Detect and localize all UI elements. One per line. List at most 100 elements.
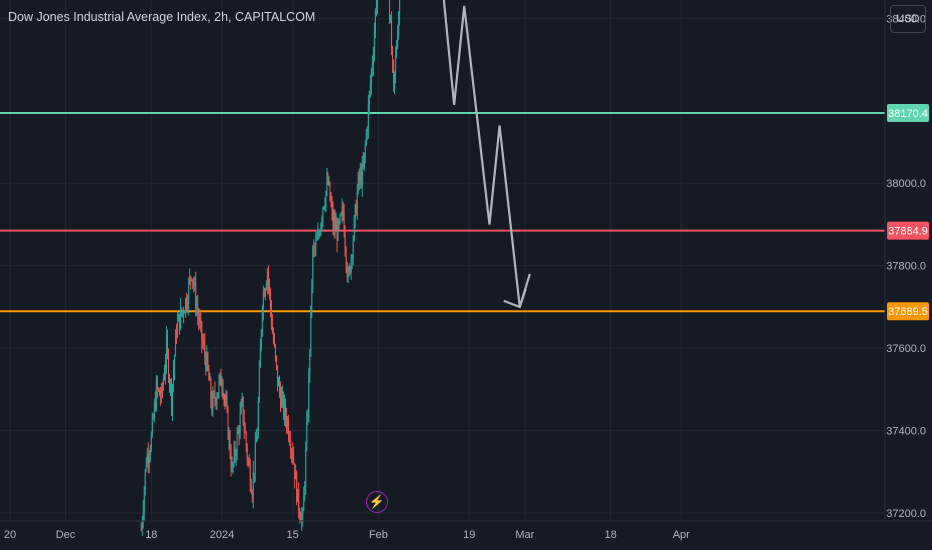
candle-body (272, 332, 274, 342)
y-tick-label: 37800.0 (886, 261, 926, 273)
candle-body (290, 443, 292, 451)
candle-body (188, 281, 190, 305)
candle-body (244, 429, 246, 433)
candle-body (262, 292, 264, 309)
level-tag (887, 221, 929, 240)
level-labels: 39178.039037.038957.038170.437884.937689… (887, 104, 929, 321)
candle-body (255, 440, 257, 443)
candle-body (336, 224, 338, 241)
candle-body (300, 517, 302, 523)
candle-body (307, 417, 309, 422)
x-tick-label: Feb (369, 529, 388, 541)
candle-body (328, 182, 330, 184)
candle-body (172, 384, 174, 409)
candle-body (368, 92, 370, 105)
candle-body (248, 460, 250, 465)
candle-body (238, 429, 240, 434)
candle-body (235, 453, 237, 456)
candle-body (297, 489, 299, 502)
candle-body (242, 397, 244, 422)
x-tick-label: 2024 (210, 529, 234, 541)
candle-body (347, 273, 349, 277)
candle-body (257, 401, 259, 435)
candle-body (342, 208, 344, 213)
candle-body (198, 314, 200, 323)
candle-body (299, 510, 301, 518)
candle-body (367, 104, 369, 130)
candle-body (266, 271, 268, 285)
candle-body (326, 179, 328, 192)
candle-body (157, 388, 159, 390)
candle-body (395, 55, 397, 73)
candle-body (215, 399, 217, 404)
candle-body (301, 515, 303, 523)
candle-body (343, 212, 345, 236)
candle-body (182, 310, 184, 314)
candle-body (270, 307, 272, 325)
candle-body (245, 432, 247, 447)
level-tag-text: 37884.9 (888, 226, 928, 238)
candle-body (192, 279, 194, 282)
candle-body (264, 289, 266, 297)
x-tick-label: 20 (4, 529, 16, 541)
level-tag (887, 104, 929, 123)
candle-body (162, 378, 164, 388)
currency-button[interactable]: USD (890, 5, 926, 33)
candle-body (280, 391, 282, 407)
candle-body (194, 282, 196, 287)
candle-body (287, 420, 289, 427)
candle-body (345, 248, 347, 266)
candle-body (210, 378, 212, 401)
candle-body (331, 204, 333, 210)
candle-body (393, 60, 395, 84)
candle-body (252, 472, 254, 498)
candle-body (261, 308, 263, 331)
candle-body (322, 207, 324, 219)
candle-body (243, 421, 245, 430)
candle-body (390, 20, 392, 22)
candle-body (340, 213, 342, 215)
candle-body (193, 281, 195, 287)
candle-body (284, 403, 286, 416)
candle-body (327, 179, 329, 184)
candle-body (298, 489, 300, 511)
candle-body (313, 246, 315, 248)
lightning-icon[interactable]: ⚡ (366, 491, 388, 513)
candle-body (325, 191, 327, 205)
candle-body (281, 396, 283, 407)
candle-body (146, 453, 148, 466)
candle-body (148, 455, 150, 462)
candle-body (230, 455, 232, 469)
x-tick-label: 18 (604, 529, 616, 541)
candle-body (372, 56, 374, 65)
candle-body (231, 465, 233, 469)
candle-body (211, 400, 213, 412)
candle-body (227, 408, 229, 439)
candle-body (209, 378, 211, 381)
y-tick-label: 37400.0 (886, 426, 926, 438)
candle-body (361, 163, 363, 185)
candle-body (160, 387, 162, 398)
candle-body (324, 204, 326, 208)
candle-body (147, 453, 149, 462)
symbol-title: Dow Jones Industrial Average Index, 2h, … (8, 10, 316, 24)
level-tag-text: 37689.5 (888, 306, 928, 318)
candle-body (398, 13, 400, 36)
projection-line (442, 0, 531, 308)
candle-body (359, 172, 361, 181)
candle-body (177, 320, 179, 336)
candle-body (356, 192, 358, 215)
candle-body (323, 207, 325, 209)
candle-body (226, 401, 228, 409)
candle-body (271, 324, 273, 333)
x-tick-label: Mar (515, 529, 534, 541)
candle-body (374, 11, 376, 33)
candle-body (233, 448, 235, 464)
candle-body (203, 343, 205, 345)
candle-body (202, 341, 204, 344)
y-tick-label: 38400.0 (886, 13, 926, 25)
candle-body (399, 0, 401, 14)
candle-body (174, 356, 176, 371)
candle-body (276, 365, 278, 386)
